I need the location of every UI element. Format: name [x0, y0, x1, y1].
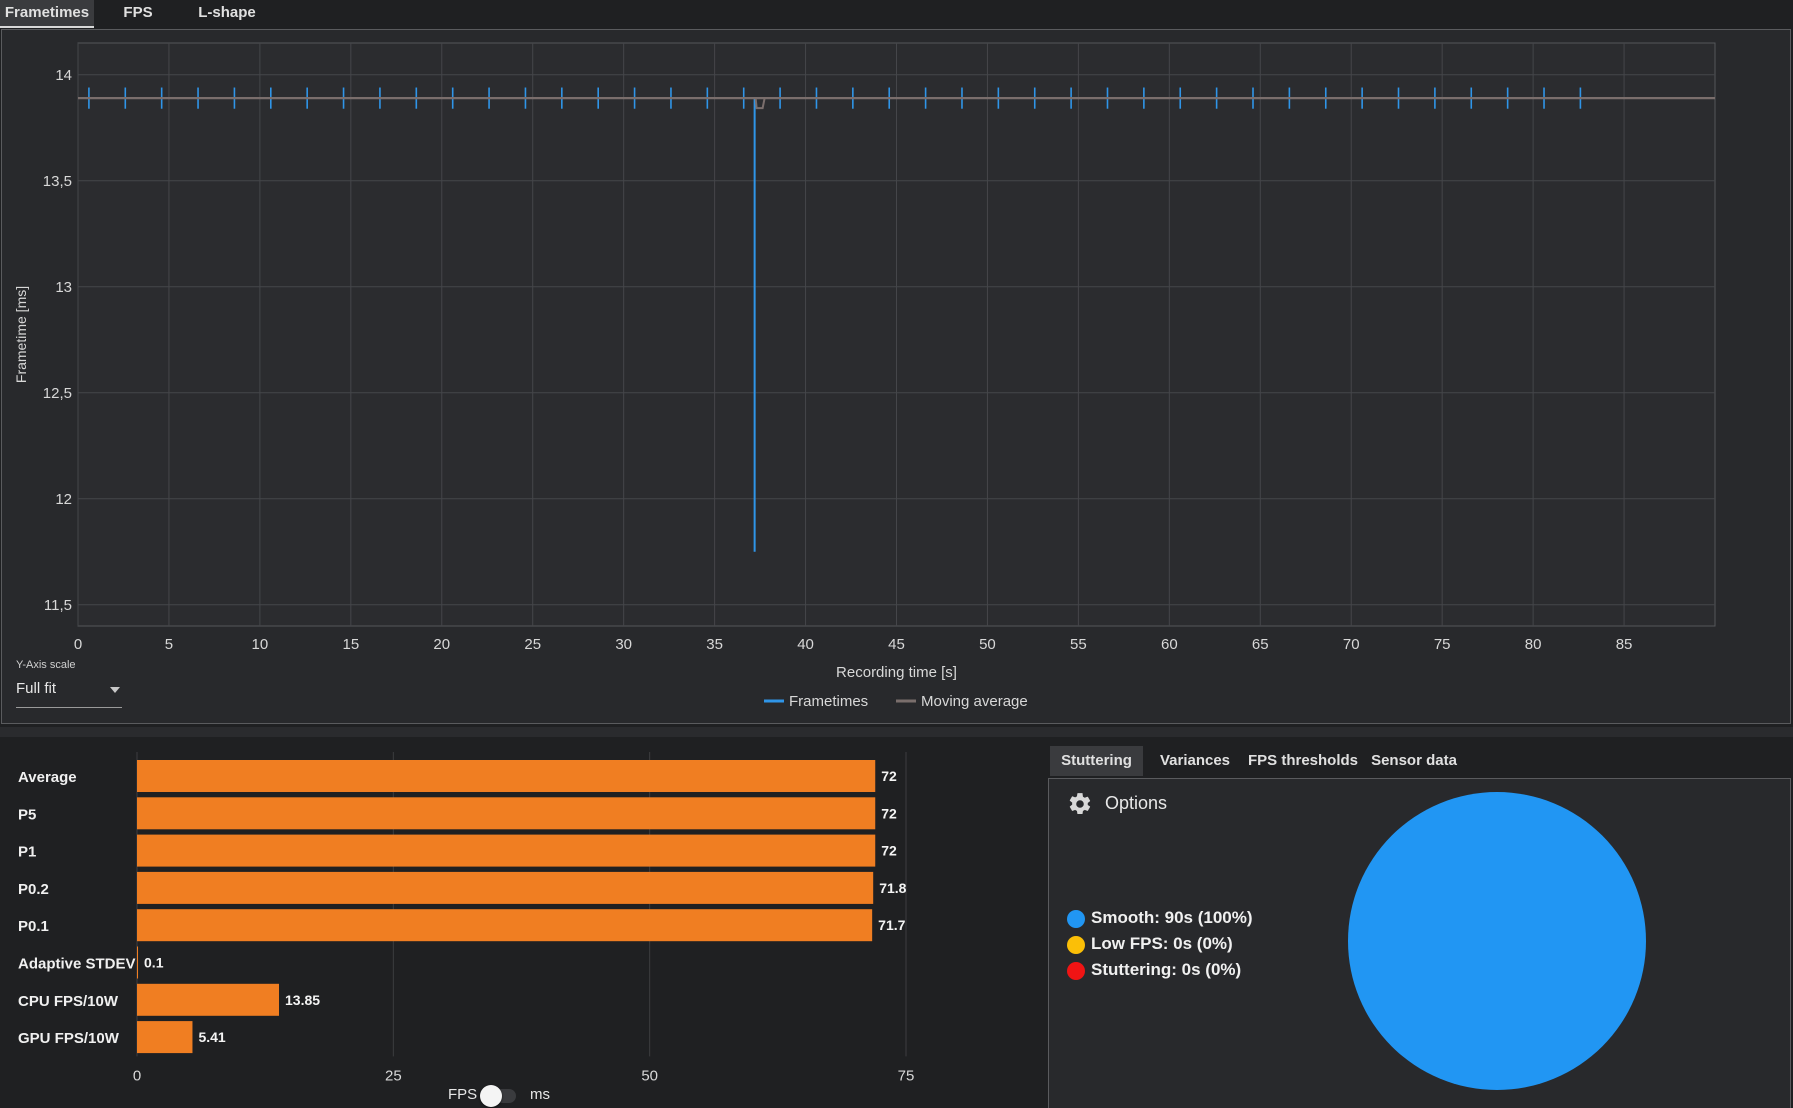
x-tick-label: 30: [615, 636, 632, 653]
y-tick-label: 13,5: [43, 173, 72, 190]
y-axis-scale-dropdown[interactable]: Full fit: [16, 676, 122, 708]
bar-category-label: P0.2: [18, 881, 49, 898]
frametime-chart-panel: 0 5 10 15 20 25 30 35 40 45 50 55 60 65 70 75 80 85 11,5 12…: [1, 29, 1791, 724]
bar-category-label: P5: [18, 806, 36, 823]
tab-fps[interactable]: FPS: [123, 4, 153, 21]
bar-gpu-fps-10w: [137, 1021, 193, 1054]
smooth-dot-icon: [1067, 910, 1085, 928]
x-tick-label: 50: [979, 636, 996, 653]
bar-value-label: 71.8: [879, 880, 906, 896]
y-tick-label: 13: [55, 279, 72, 296]
x-tick-label: 20: [433, 636, 450, 653]
gear-icon: [1069, 793, 1091, 815]
bar-category-label: P0.1: [18, 918, 49, 935]
x-tick-label: 10: [252, 636, 269, 653]
bar-adaptive-stdev: [137, 946, 139, 979]
x-tick-label: 45: [888, 636, 905, 653]
legend-moving-average-label: Moving average: [921, 693, 1028, 710]
x-tick-label: 85: [1616, 636, 1633, 653]
bar-p0-2: [137, 871, 874, 904]
tab-stuttering[interactable]: Stuttering: [1050, 746, 1143, 776]
y-axis-label: Frametime [ms]: [13, 286, 29, 383]
tab-frametimes[interactable]: Frametimes: [0, 0, 94, 28]
tab-l-shape[interactable]: L-shape: [198, 4, 256, 21]
toggle-knob[interactable]: [480, 1085, 502, 1107]
frametime-chart[interactable]: 0 5 10 15 20 25 30 35 40 45 50 55 60 65 70 75 80 85 11,5 12…: [2, 30, 1792, 725]
legend-text-low-fps: Low FPS: 0s (0%): [1091, 934, 1233, 953]
x-axis-label: Recording time [s]: [836, 664, 957, 681]
bar-category-label: GPU FPS/10W: [18, 1030, 120, 1047]
bar-p1: [137, 834, 876, 867]
low-fps-dot-icon: [1067, 936, 1085, 954]
y-tick-label: 11,5: [44, 597, 72, 614]
options-label: Options: [1105, 793, 1168, 813]
top-tab-bar: Frametimes FPS L-shape: [0, 0, 1793, 28]
y-tick-label: 12: [55, 491, 72, 508]
tab-variances[interactable]: Variances: [1159, 752, 1231, 769]
y-tick-label: 12,5: [43, 385, 72, 402]
x-tick-label: 55: [1070, 636, 1087, 653]
toggle-label-ms: ms: [530, 1086, 550, 1103]
x-tick-label: 70: [1343, 636, 1360, 653]
moving-average-dip: [754, 97, 766, 110]
y-axis-scale-label: Y-Axis scale: [16, 659, 76, 671]
legend-text-stuttering: Stuttering: 0s (0%): [1091, 960, 1242, 979]
bar-value-label: 71.7: [878, 917, 905, 933]
bar-value-label: 0.1: [144, 955, 164, 971]
bar-value-label: 72: [881, 843, 897, 859]
stuttering-panel: Options Smooth: 90s (100%) Low FPS: 0s (…: [1048, 778, 1791, 1108]
pie-slice-smooth: [1348, 792, 1646, 1090]
fps-metrics-panel: 0 25 50 75 Average 72 P5 72 P1 72 P0.2 71.8 P0.1 71.7…: [0, 737, 1040, 1108]
x-tick-label: 0: [74, 636, 82, 653]
bar-value-label: 72: [881, 768, 897, 784]
bar-value-label: 5.41: [198, 1029, 225, 1045]
x-tick-label: 5: [165, 636, 173, 653]
y-tick-label: 14: [55, 67, 72, 84]
tab-sensor-data[interactable]: Sensor data: [1371, 752, 1457, 769]
panel-separator: [0, 727, 1793, 737]
x-tick-label: 25: [524, 636, 541, 653]
bar-value-label: 13.85: [285, 992, 320, 1008]
bar-cpu-fps-10w: [137, 983, 280, 1016]
x-tick-label: 35: [706, 636, 723, 653]
x-tick-label: 75: [1434, 636, 1451, 653]
bar-x-tick-label: 50: [641, 1067, 658, 1084]
x-tick-label: 65: [1252, 636, 1269, 653]
toggle-label-fps: FPS: [448, 1086, 478, 1103]
bar-category-label: Average: [18, 769, 77, 786]
stuttering-pie-chart: [1348, 792, 1646, 1090]
bar-p5: [137, 797, 876, 830]
bar-category-label: P1: [18, 844, 36, 861]
bar-value-label: 72: [881, 805, 897, 821]
fps-metrics-bar-chart: 0 25 50 75 Average 72 P5 72 P1 72 P0.2 71.8 P0.1 71.7…: [18, 752, 915, 1084]
y-axis-scale-value: Full fit: [16, 680, 57, 697]
tab-fps-thresholds[interactable]: FPS thresholds: [1248, 752, 1359, 769]
chevron-down-icon: [110, 687, 120, 693]
bar-p0-1: [137, 909, 873, 942]
bar-x-tick-label: 75: [898, 1067, 915, 1084]
stuttering-dot-icon: [1067, 962, 1085, 980]
x-tick-label: 40: [797, 636, 814, 653]
bar-x-tick-label: 0: [133, 1067, 141, 1084]
legend-text-smooth: Smooth: 90s (100%): [1091, 908, 1253, 927]
bar-x-tick-label: 25: [385, 1067, 402, 1084]
bar-category-label: Adaptive STDEV: [18, 956, 136, 973]
x-tick-label: 60: [1161, 636, 1178, 653]
bar-category-label: CPU FPS/10W: [18, 993, 119, 1010]
x-tick-label: 80: [1525, 636, 1542, 653]
bar-average: [137, 760, 876, 792]
x-tick-label: 15: [342, 636, 359, 653]
legend-frametimes-label: Frametimes: [789, 693, 868, 710]
